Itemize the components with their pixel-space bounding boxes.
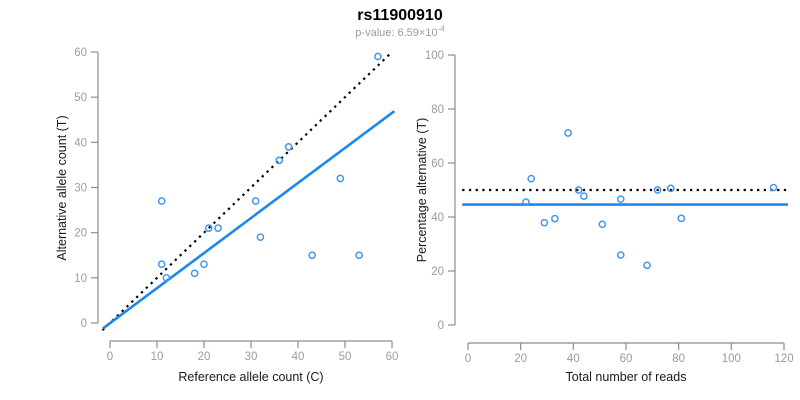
y-tick-label: 30	[74, 183, 87, 195]
x-tick-label: 120	[774, 353, 793, 365]
data-point	[157, 197, 166, 205]
left-scatter-plot-allele-counts: 0 10 20 30 40 50 60 0 10 20 30 40 50 60 Reference all…	[55, 47, 398, 384]
data-point	[616, 251, 625, 259]
x-tick-label: 50	[339, 351, 352, 363]
x-tick-label: 100	[722, 353, 741, 365]
right-axes-group: 0 20 40 60 80 100 0 20 40 60 80 100 120	[425, 50, 794, 365]
x-tick-label: 0	[107, 351, 113, 363]
pvalue-exponent: -4	[437, 24, 445, 34]
data-point	[284, 143, 293, 151]
x-tick-label: 40	[292, 351, 305, 363]
data-point	[616, 195, 625, 204]
data-point	[374, 52, 382, 61]
data-point	[308, 251, 316, 260]
left-x-axis-title: Reference allele count (C)	[178, 370, 323, 384]
data-point	[677, 214, 686, 223]
y-tick-label: 40	[74, 137, 87, 149]
identity-line	[101, 52, 392, 332]
y-tick-label: 100	[425, 50, 444, 62]
y-tick-label: 40	[431, 212, 444, 224]
y-tick-label: 0	[438, 320, 444, 332]
data-point	[200, 260, 208, 269]
plot-title: rs11900910	[357, 7, 443, 24]
y-tick-label: 0	[81, 318, 87, 330]
data-point	[540, 218, 549, 227]
data-point	[214, 224, 222, 232]
data-point	[666, 184, 675, 193]
right-scatter-plot-percentage: 0 20 40 60 80 100 0 20 40 60 80 100 120 Total number…	[415, 50, 794, 384]
data-point	[190, 269, 199, 278]
data-point	[574, 186, 583, 194]
x-tick-label: 60	[620, 353, 633, 365]
x-tick-label: 20	[514, 353, 527, 365]
fit-line	[102, 110, 396, 330]
y-tick-label: 50	[74, 92, 87, 104]
pvalue-text: p-value: 6.59×10	[355, 27, 438, 39]
data-point	[275, 156, 284, 165]
data-point	[355, 251, 363, 260]
y-tick-label: 10	[74, 273, 87, 285]
data-point	[551, 214, 559, 223]
x-tick-label: 0	[465, 353, 471, 365]
data-point	[653, 186, 662, 194]
y-tick-label: 80	[431, 104, 444, 116]
data-point	[643, 261, 651, 270]
plot-subtitle: p-value: 6.59×10-4	[0, 24, 800, 41]
y-tick-label: 20	[74, 228, 87, 240]
y-tick-label: 60	[431, 158, 444, 170]
data-point	[527, 174, 536, 183]
data-point	[256, 233, 265, 242]
left-y-axis-title: Alternative allele count (T)	[55, 115, 69, 260]
data-point	[580, 192, 588, 201]
x-tick-label: 10	[151, 351, 164, 363]
left-axes-group: 0 10 20 30 40 50 60 0 10 20 30 40 50 60	[74, 47, 398, 363]
data-point	[598, 220, 607, 229]
figure-header: rs11900910 p-value: 6.59×10-4	[0, 6, 800, 41]
right-x-axis-title: Total number of reads	[566, 370, 687, 384]
data-point	[564, 129, 572, 137]
data-point	[204, 224, 213, 232]
data-point	[336, 174, 345, 183]
data-point	[157, 260, 166, 269]
x-tick-label: 20	[198, 351, 211, 363]
right-y-axis-title: Percentage alternative (T)	[415, 118, 429, 263]
y-tick-label: 20	[431, 266, 444, 278]
data-point	[251, 197, 260, 205]
x-tick-label: 40	[567, 353, 580, 365]
y-tick-label: 60	[74, 47, 87, 59]
data-point	[522, 198, 530, 206]
x-tick-label: 60	[386, 351, 399, 363]
data-point	[162, 273, 171, 282]
right-marks-group	[462, 129, 788, 270]
left-marks-group	[101, 52, 396, 332]
x-tick-label: 80	[672, 353, 685, 365]
x-tick-label: 30	[245, 351, 258, 363]
data-point	[769, 183, 778, 192]
